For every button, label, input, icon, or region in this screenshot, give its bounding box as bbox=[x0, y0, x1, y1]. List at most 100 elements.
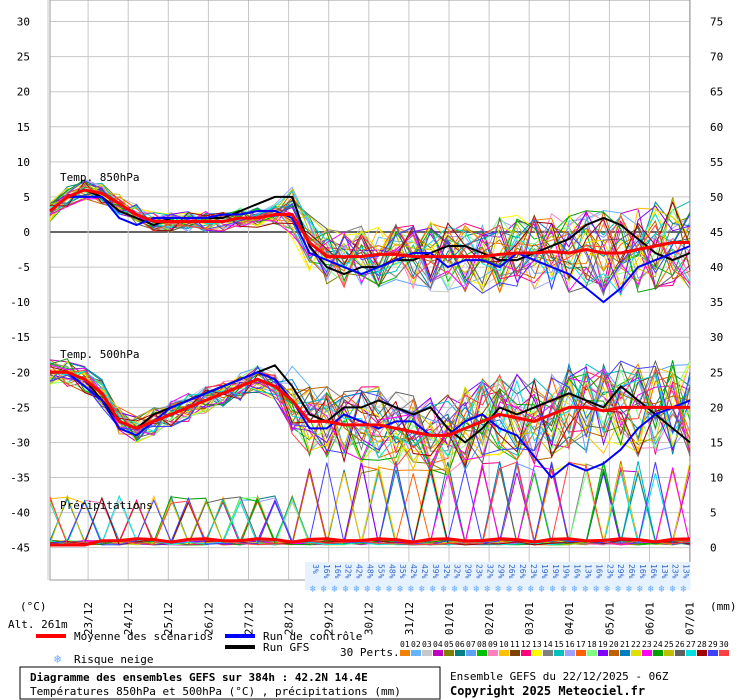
perturbation-500-line bbox=[49, 366, 691, 451]
title-box bbox=[19, 666, 441, 700]
perturbation-500-line bbox=[49, 360, 691, 456]
perturbation-number: 25 bbox=[664, 640, 674, 649]
snowflake-icon: ❄ bbox=[604, 584, 611, 595]
snowflake-icon: ❄ bbox=[517, 584, 524, 595]
perturbation-number: 13 bbox=[532, 640, 542, 649]
perturbation-number: 06 bbox=[455, 640, 465, 649]
perturbation-swatch bbox=[708, 650, 718, 656]
right-tick-label: 35 bbox=[710, 296, 723, 309]
right-tick-label: 60 bbox=[710, 121, 723, 134]
perturbation-swatch bbox=[466, 650, 476, 656]
snow-risk-value: 16% bbox=[333, 564, 342, 579]
snowflake-icon: ❄ bbox=[648, 584, 655, 595]
snow-risk-value: 32% bbox=[485, 564, 494, 579]
plot-frame bbox=[49, 0, 691, 581]
snowflake-icon: ❄ bbox=[593, 584, 600, 595]
perturbation-number: 20 bbox=[609, 640, 619, 649]
snowflake-icon: ❄ bbox=[54, 652, 61, 666]
snow-risk-value: 29% bbox=[464, 564, 473, 579]
snow-strip-bg bbox=[305, 562, 691, 590]
perturbation-number: 11 bbox=[510, 640, 520, 649]
snowflake-icon: ❄ bbox=[484, 584, 491, 595]
snowflake-icon: ❄ bbox=[365, 584, 372, 595]
copyright: Copyright 2025 Meteociel.fr bbox=[450, 684, 645, 698]
snowflake-icon: ❄ bbox=[332, 584, 339, 595]
right-tick-label: 0 bbox=[710, 542, 717, 555]
snow-risk-value: 19% bbox=[562, 564, 571, 579]
snowflake-icon: ❄ bbox=[550, 584, 557, 595]
left-tick-label: -25 bbox=[10, 401, 30, 414]
section-label: Temp. 500hPa bbox=[60, 348, 139, 361]
perturbation-number: 08 bbox=[477, 640, 487, 649]
perturbation-swatch bbox=[631, 650, 641, 656]
perturbation-precip-line bbox=[49, 461, 691, 546]
run-info: Ensemble GEFS du 22/12/2025 - 06Z bbox=[450, 670, 669, 683]
snowflake-icon: ❄ bbox=[397, 584, 404, 595]
perturbation-number: 27 bbox=[686, 640, 696, 649]
perturbation-500-line bbox=[49, 370, 691, 478]
mean-850-line bbox=[49, 188, 690, 259]
perturbation-swatch bbox=[719, 650, 729, 656]
snow-risk-value: 32% bbox=[344, 564, 353, 579]
gfs-500-line bbox=[50, 364, 691, 444]
perturbation-swatch bbox=[653, 650, 663, 656]
perturbation-500-line bbox=[49, 360, 691, 464]
x-tick-label: 01/01 bbox=[443, 602, 456, 635]
snowflake-icon: ❄ bbox=[310, 584, 317, 595]
snow-risk-value: 23% bbox=[529, 564, 538, 579]
perturbation-swatch bbox=[510, 650, 520, 656]
snow-risk-value: 35% bbox=[398, 564, 407, 579]
snow-risk-value: 26% bbox=[507, 564, 516, 579]
snow-risk-value: 3% bbox=[311, 564, 320, 574]
perturbation-swatch bbox=[499, 650, 509, 656]
snowflake-icon: ❄ bbox=[375, 584, 382, 595]
left-tick-label: -20 bbox=[10, 366, 30, 379]
snow-risk-value: 26% bbox=[627, 564, 636, 579]
perturbation-swatch bbox=[411, 650, 421, 656]
right-tick-label: 50 bbox=[710, 191, 723, 204]
perturbation-number: 22 bbox=[631, 640, 641, 649]
snow-risk-value: 16% bbox=[573, 564, 582, 579]
left-tick-label: 10 bbox=[17, 156, 30, 169]
perturbation-number: 05 bbox=[444, 640, 454, 649]
legend-label: Run de contrôle bbox=[263, 630, 362, 643]
right-tick-label: 75 bbox=[710, 16, 723, 29]
chart-subtitle: Températures 850hPa et 500hPa (°C) , pré… bbox=[30, 685, 401, 698]
perturbation-850-line bbox=[49, 185, 691, 289]
snowflake-icon: ❄ bbox=[659, 584, 666, 595]
left-tick-label: -40 bbox=[10, 507, 30, 520]
x-tick-label: 24/12 bbox=[122, 602, 135, 635]
perturbation-500-line bbox=[49, 363, 691, 472]
legend-label: Run GFS bbox=[263, 641, 309, 654]
mean-precip-line bbox=[50, 537, 691, 547]
perturbation-number: 04 bbox=[433, 640, 443, 649]
perturbation-swatch bbox=[576, 650, 586, 656]
left-tick-label: -45 bbox=[10, 542, 30, 555]
grid bbox=[47, 0, 691, 581]
snowflake-icon: ❄ bbox=[474, 584, 481, 595]
snow-risk-value: 42% bbox=[355, 564, 364, 579]
snowflake-icon: ❄ bbox=[495, 584, 502, 595]
perturbation-number: 10 bbox=[499, 640, 509, 649]
snow-risk-value: 19% bbox=[540, 564, 549, 579]
section-label: Temp. 850hPa bbox=[60, 171, 139, 184]
snow-risk-value: 16% bbox=[322, 564, 331, 579]
x-tick-label: 05/01 bbox=[603, 602, 616, 635]
snow-risk-value: 55% bbox=[376, 564, 385, 579]
snow-risk-value: 48% bbox=[366, 564, 375, 579]
x-tick-label: 06/01 bbox=[643, 602, 656, 635]
x-tick-label: 02/01 bbox=[483, 602, 496, 635]
perturbation-number: 02 bbox=[411, 640, 421, 649]
snow-risk-value: 16% bbox=[649, 564, 658, 579]
perturbation-swatch bbox=[587, 650, 597, 656]
snowflake-icon: ❄ bbox=[572, 584, 579, 595]
right-tick-label: 70 bbox=[710, 51, 723, 64]
perturbation-swatch bbox=[598, 650, 608, 656]
perturbation-swatch bbox=[455, 650, 465, 656]
perturbation-number: 21 bbox=[620, 640, 630, 649]
right-tick-label: 15 bbox=[710, 436, 723, 449]
snowflake-icon: ❄ bbox=[321, 584, 328, 595]
right-tick-label: 5 bbox=[710, 507, 717, 520]
snowflake-icon: ❄ bbox=[583, 584, 590, 595]
